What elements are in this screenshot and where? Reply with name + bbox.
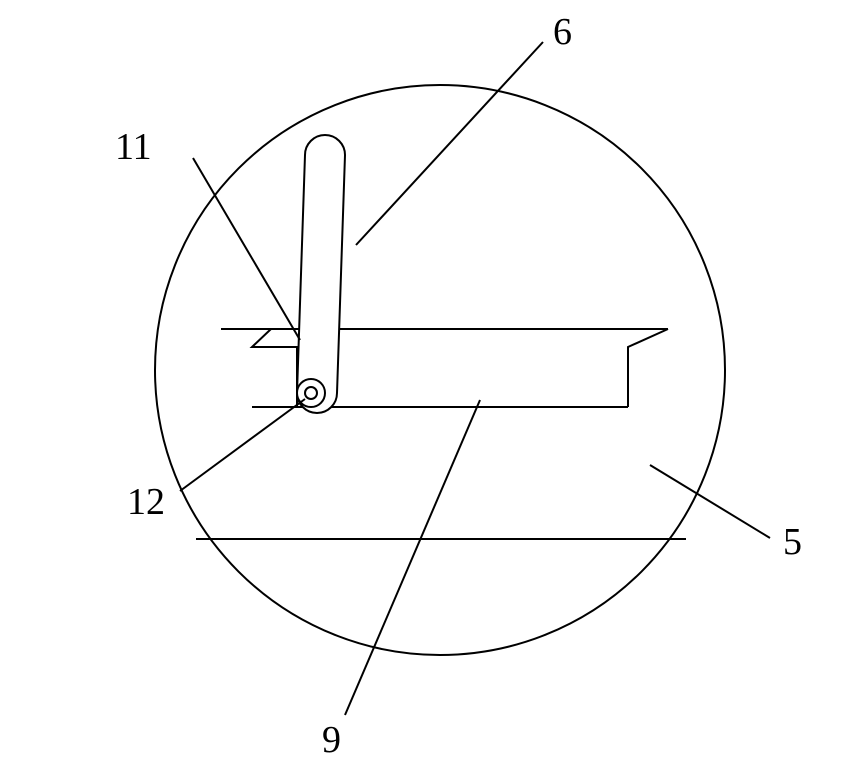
main-circle (155, 85, 725, 655)
label-11: 11 (115, 125, 152, 169)
label-6: 6 (553, 10, 572, 54)
left-notch (252, 329, 297, 347)
lever-arm (297, 135, 345, 413)
leader-12 (180, 399, 305, 491)
label-12: 12 (127, 480, 165, 524)
mechanical-diagram (0, 0, 865, 779)
leader-5 (650, 465, 770, 538)
right-notch (628, 329, 668, 407)
leader-9 (345, 400, 480, 715)
leader-6 (356, 42, 543, 245)
leader-11 (193, 158, 300, 340)
label-5: 5 (783, 520, 802, 564)
label-9: 9 (322, 718, 341, 762)
